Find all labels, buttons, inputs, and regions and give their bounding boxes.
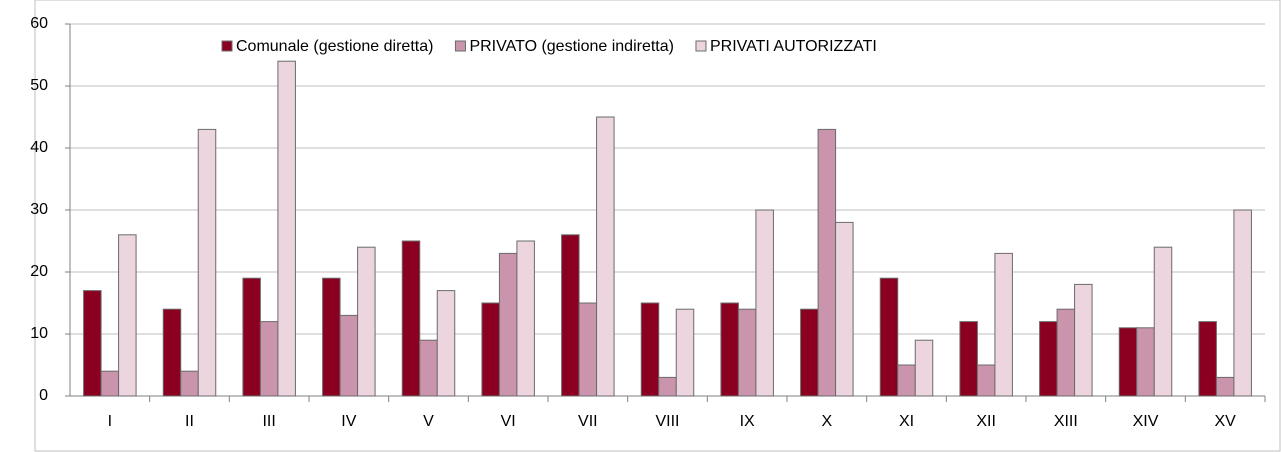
legend-label: Comunale (gestione diretta) xyxy=(236,38,433,55)
legend-label: PRIVATI AUTORIZZATI xyxy=(710,38,877,55)
bar xyxy=(675,308,695,397)
bar xyxy=(1118,327,1138,397)
bar xyxy=(357,246,376,397)
bar xyxy=(436,290,456,397)
x-tick-label: VI xyxy=(501,413,516,430)
bar xyxy=(1056,308,1076,397)
bar xyxy=(640,302,660,397)
x-tick-label: XV xyxy=(1214,413,1236,430)
x-tick-label: V xyxy=(423,413,434,430)
bar xyxy=(259,321,279,397)
bar xyxy=(897,364,916,397)
x-tick-label: II xyxy=(185,413,194,430)
bar xyxy=(835,221,854,397)
y-tick-label: 40 xyxy=(30,139,48,156)
bar xyxy=(578,302,598,397)
bar xyxy=(561,234,580,397)
bar xyxy=(242,277,261,397)
bar xyxy=(596,116,615,397)
bar xyxy=(914,339,934,397)
x-tick-label: XII xyxy=(976,413,996,430)
bar xyxy=(180,370,199,397)
bar xyxy=(516,240,535,397)
x-tick-label: I xyxy=(108,413,112,430)
x-tick-label: XI xyxy=(899,413,914,430)
x-tick-label: VIII xyxy=(655,413,679,430)
bar xyxy=(1074,283,1093,397)
bar xyxy=(118,234,137,397)
bar xyxy=(1233,209,1252,397)
y-tick-label: 0 xyxy=(39,387,48,404)
y-tick-label: 10 xyxy=(30,325,48,342)
bar xyxy=(800,308,819,397)
bar xyxy=(197,128,217,397)
bar xyxy=(339,314,359,397)
bar xyxy=(1215,376,1235,397)
x-tick-label: XIII xyxy=(1054,413,1078,430)
y-tick-label: 20 xyxy=(30,263,48,280)
bar xyxy=(419,339,438,397)
legend-label: PRIVATO (gestione indiretta) xyxy=(469,38,674,55)
bar xyxy=(879,277,899,397)
bar xyxy=(1153,246,1173,397)
x-tick-label: X xyxy=(821,413,832,430)
bar xyxy=(994,252,1013,397)
legend-swatch xyxy=(454,40,466,52)
bar xyxy=(498,252,518,397)
bar xyxy=(1198,321,1217,397)
bar xyxy=(162,308,182,397)
bar xyxy=(737,308,757,397)
bar xyxy=(83,290,102,397)
x-tick-label: VII xyxy=(578,413,598,430)
x-tick-label: XIV xyxy=(1133,413,1159,430)
y-tick-label: 60 xyxy=(30,15,48,32)
x-tick-label: III xyxy=(262,413,275,430)
x-tick-label: IX xyxy=(740,413,755,430)
bar xyxy=(1039,321,1058,397)
y-tick-label: 50 xyxy=(30,77,48,94)
bar xyxy=(755,209,774,397)
legend-swatch xyxy=(221,40,233,52)
bar xyxy=(322,277,341,397)
bar xyxy=(1136,327,1155,397)
bar xyxy=(976,364,996,397)
legend-swatch xyxy=(695,40,707,52)
y-tick-label: 30 xyxy=(30,201,48,218)
bar xyxy=(959,321,978,397)
bar xyxy=(277,60,296,397)
bar xyxy=(401,240,421,397)
x-tick-label: IV xyxy=(341,413,356,430)
bar xyxy=(481,302,500,397)
bar xyxy=(100,370,120,397)
bar xyxy=(720,302,739,397)
bar xyxy=(817,128,837,397)
bar xyxy=(658,376,677,397)
chart-frame xyxy=(34,0,1281,452)
